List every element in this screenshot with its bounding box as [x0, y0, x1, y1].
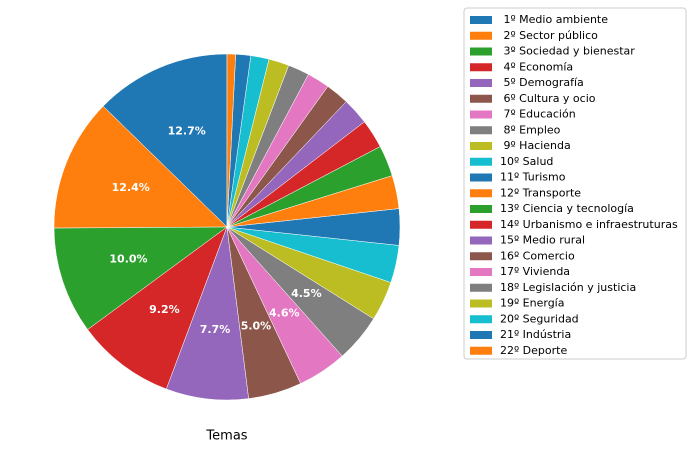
pie-slice	[87, 226, 228, 390]
slice-label: 4.6%	[269, 307, 300, 320]
legend-swatch	[470, 331, 492, 339]
pie-slice	[53, 105, 228, 229]
pie-slice	[102, 53, 228, 228]
legend-label: 3º Sociedad y bienestar	[500, 45, 635, 58]
legend-label: 22º Deporte	[500, 344, 567, 357]
legend-label: 15º Medio rural	[500, 234, 585, 247]
slice-label: 12.7%	[168, 124, 206, 137]
legend-label: 1º Medio ambiente	[500, 13, 608, 26]
legend-swatch	[470, 283, 492, 292]
legend-label: 18º Legislación y justicia	[500, 281, 636, 294]
legend-swatch	[470, 236, 492, 245]
legend-label: 20º Seguridad	[500, 312, 579, 325]
legend-label: 6º Cultura y ocio	[500, 92, 596, 105]
legend-swatch	[470, 16, 492, 24]
legend-swatch	[470, 346, 492, 355]
legend-label: 9º Hacienda	[500, 139, 571, 152]
legend-label: 10º Salud	[500, 155, 553, 168]
legend-swatch	[470, 126, 492, 135]
legend-label: 7º Educación	[500, 108, 576, 121]
x-axis-label: Temas	[205, 429, 247, 444]
legend-swatch	[470, 142, 492, 150]
legend-box	[463, 7, 687, 360]
slice-label: 10.0%	[109, 253, 147, 266]
legend-swatch	[470, 157, 492, 166]
legend-swatch	[470, 268, 492, 276]
slice-label: 12.4%	[112, 181, 150, 194]
legend-swatch	[470, 79, 492, 87]
legend-label: 16º Comercio	[500, 249, 575, 262]
slice-label: 5.0%	[241, 320, 272, 333]
legend-swatch	[470, 110, 492, 119]
legend-label: 11º Turismo	[500, 171, 566, 184]
slice-label: 4.5%	[291, 287, 322, 300]
legend-swatch	[470, 299, 492, 308]
legend-label: 5º Demografía	[500, 76, 584, 89]
legend-label: 13º Ciencia y tecnología	[500, 202, 634, 215]
legend-swatch	[470, 252, 492, 261]
legend-swatch	[470, 31, 492, 40]
legend-label: 12º Transporte	[500, 186, 581, 199]
legend-swatch	[470, 189, 492, 198]
pie-slice	[53, 226, 228, 330]
legend-label: 19º Energía	[500, 297, 564, 310]
legend-swatch	[470, 173, 492, 182]
slice-label: 7.7%	[200, 323, 231, 336]
legend-swatch	[470, 315, 492, 324]
legend-swatch	[470, 205, 492, 213]
legend-label: 17º Vivienda	[500, 265, 570, 278]
legend-label: 8º Empleo	[500, 123, 561, 136]
legend-label: 4º Economía	[500, 60, 573, 73]
legend-label: 2º Sector público	[500, 29, 598, 42]
legend-label: 14º Urbanismo e infraestruturas	[500, 218, 678, 231]
legend-swatch	[470, 47, 492, 56]
legend-label: 21º Indústria	[500, 328, 571, 341]
legend-swatch	[470, 63, 492, 72]
legend-swatch	[470, 220, 492, 229]
slice-label: 9.2%	[149, 303, 180, 316]
pie-slice	[226, 53, 236, 228]
legend-swatch	[470, 94, 492, 103]
